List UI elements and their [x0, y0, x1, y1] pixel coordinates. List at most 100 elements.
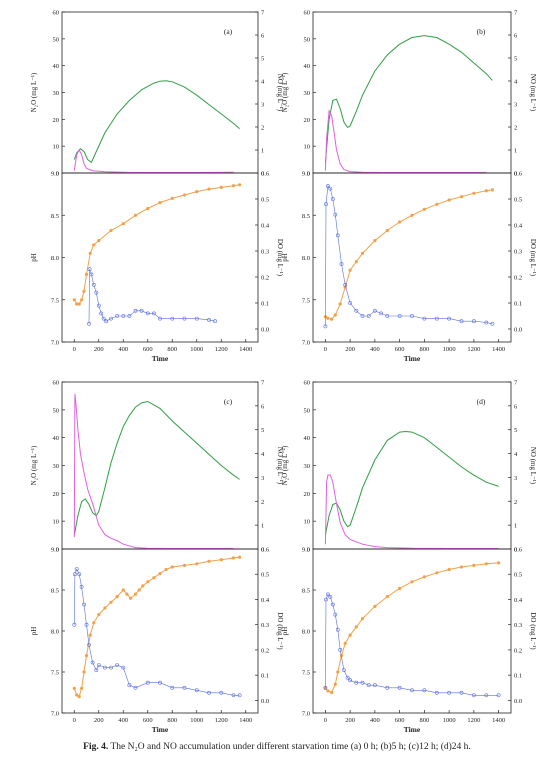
data-point-ph: [497, 561, 501, 565]
series-line-no: [73, 148, 234, 173]
x-tick-label: 1200: [215, 346, 228, 353]
data-point-ph: [354, 260, 358, 264]
data-point-do: [99, 311, 104, 316]
right-tick-label: 0.2: [514, 275, 522, 282]
x-tick-label: 1000: [443, 717, 456, 724]
series-no: [73, 393, 234, 549]
right-tick-label: 0.4: [261, 223, 270, 230]
right-tick-label: 7: [261, 380, 265, 387]
data-point-ph: [158, 572, 162, 576]
data-point-ph: [231, 556, 236, 560]
left-axis-label: N₂O (mg L⁻¹): [281, 72, 289, 112]
data-point-do: [79, 584, 84, 589]
right-tick-label: 7: [261, 10, 265, 17]
data-point-ph: [77, 695, 81, 699]
x-axis-label: Time: [152, 354, 169, 363]
data-point-ph: [72, 298, 76, 302]
series-line-no: [324, 109, 487, 173]
data-point-ph: [182, 193, 187, 197]
left-tick-label: 20: [304, 117, 311, 124]
data-point-ph: [373, 604, 377, 609]
data-point-ph: [84, 272, 89, 276]
left-tick-label: 30: [304, 463, 311, 470]
x-tick-label: 600: [143, 346, 153, 353]
right-tick-label: 0.3: [261, 249, 269, 256]
data-point-do: [333, 212, 338, 217]
right-tick-label: 0.3: [514, 249, 522, 256]
right-tick-label: 0.0: [514, 327, 522, 334]
data-point-do: [82, 602, 86, 607]
left-tick-label: 60: [304, 10, 311, 17]
data-point-ph: [360, 251, 365, 255]
data-point-do: [484, 320, 489, 325]
data-point-ph: [472, 191, 476, 195]
data-point-ph: [129, 596, 133, 600]
right-tick-label: 6: [261, 403, 265, 410]
left-tick-label: 40: [53, 435, 60, 442]
data-point-ph: [182, 563, 187, 568]
x-tick-label: 200: [94, 717, 104, 724]
data-point-do: [96, 663, 101, 668]
data-point-do: [410, 314, 414, 318]
data-point-ph: [338, 302, 342, 306]
data-point-do: [348, 678, 353, 683]
series-do: [323, 592, 501, 698]
x-tick-label: 1400: [492, 346, 505, 353]
right-tick-label: 6: [261, 33, 265, 40]
data-point-do: [115, 314, 120, 318]
data-point-do: [207, 690, 211, 695]
data-point-do: [89, 272, 94, 277]
left-axis-label: N₂O (mg L⁻¹): [30, 72, 38, 112]
data-point-do: [410, 688, 414, 693]
data-point-ph: [238, 183, 242, 187]
right-tick-label: 0.2: [261, 275, 269, 282]
left-tick-label: 9.0: [302, 547, 310, 554]
data-point-do: [145, 680, 150, 685]
data-point-ph: [125, 592, 129, 596]
series-line-n2o: [324, 35, 493, 163]
data-point-ph: [164, 567, 168, 572]
x-tick-label: 600: [395, 346, 405, 353]
left-tick-label: 7.0: [51, 711, 59, 718]
left-tick-label: 40: [304, 63, 311, 70]
right-tick-label: 5: [514, 56, 517, 63]
data-point-ph: [484, 562, 488, 566]
data-point-do: [182, 316, 187, 321]
data-point-do: [323, 324, 328, 329]
bottom-plot-frame: [312, 172, 512, 343]
series-n2o: [324, 35, 493, 163]
series-line-n2o: [73, 80, 240, 164]
data-point-ph: [80, 298, 84, 302]
data-point-do: [170, 316, 175, 321]
data-point-ph: [72, 686, 76, 691]
data-point-ph: [146, 206, 150, 211]
left-axis-label: N₂O (mg L⁻¹): [281, 445, 289, 485]
data-point-ph: [231, 184, 236, 188]
left-tick-label: 60: [53, 380, 60, 387]
left-axis-label: pH: [30, 627, 38, 636]
right-tick-label: 0.3: [514, 622, 522, 629]
left-tick-label: 40: [53, 63, 60, 70]
data-point-ph: [195, 562, 199, 566]
data-point-ph: [398, 220, 402, 224]
x-tick-label: 1200: [215, 717, 228, 724]
right-tick-label: 0.5: [514, 572, 522, 579]
left-tick-label: 7.0: [51, 340, 59, 347]
right-tick-label: 0: [514, 171, 517, 178]
left-tick-label: 50: [53, 36, 60, 43]
right-tick-label: 0.5: [261, 197, 269, 204]
data-point-do: [139, 308, 144, 313]
data-point-do: [121, 665, 126, 670]
data-point-do: [101, 316, 106, 321]
left-tick-label: 10: [53, 144, 60, 151]
data-point-ph: [333, 682, 337, 686]
x-tick-label: 0: [73, 346, 76, 353]
left-tick-label: 8.5: [302, 588, 310, 595]
x-tick-label: 1400: [239, 346, 252, 353]
right-tick-label: 0: [261, 547, 264, 554]
left-tick-label: 8.0: [51, 629, 59, 636]
x-tick-label: 1000: [190, 346, 203, 353]
data-point-ph: [360, 617, 365, 621]
left-tick-label: 0: [307, 547, 310, 554]
left-tick-label: 7.0: [302, 711, 310, 718]
